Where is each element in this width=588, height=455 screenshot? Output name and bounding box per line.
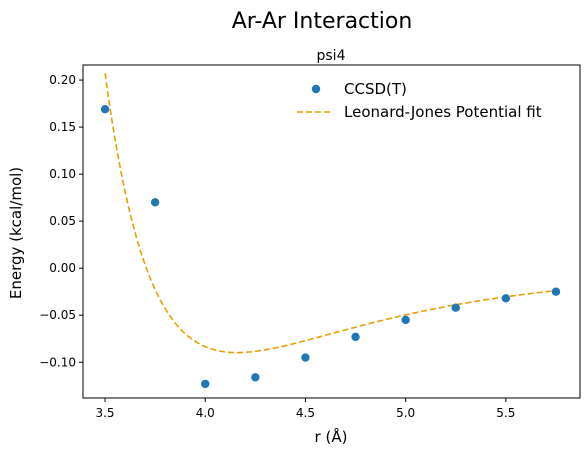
x-tick-label: 3.5: [95, 406, 114, 420]
ccsdt-data-point: [551, 287, 561, 296]
axes-frame: [82, 64, 581, 399]
ccsdt-data-point: [201, 379, 210, 389]
legend-marker-ccsdt: [311, 84, 321, 94]
lj-fit-line: [104, 73, 557, 354]
x-tick-label: 5.5: [496, 406, 515, 420]
ccsdt-data-point: [501, 294, 511, 303]
legend: CCSD(T) Leonard-Jones Potential fit: [297, 80, 542, 121]
ccsdt-data-point: [150, 198, 160, 207]
x-tick-label: 4.0: [196, 406, 215, 420]
y-tick-label: 0.00: [49, 261, 76, 275]
y-tick-label: −0.10: [39, 355, 76, 369]
x-axis-label: r (Å): [315, 427, 348, 446]
ccsdt-data-point: [301, 353, 310, 362]
y-tick-label: 0.05: [49, 214, 76, 228]
x-tick-label: 4.5: [296, 406, 315, 420]
y-tick-label: 0.10: [49, 167, 76, 181]
y-tick-label: 0.15: [49, 120, 76, 134]
plot-area: 3.5 4.0 4.5 5.0 5.5 0.20 0.15 0.10 0.05 0.00 −0.05…: [39, 64, 581, 420]
legend-label-lj-fit: Leonard-Jones Potential fit: [344, 103, 542, 121]
ccsdt-data-point: [401, 315, 410, 325]
figure-title: Ar-Ar Interaction: [232, 9, 413, 34]
legend-label-ccsdt: CCSD(T): [344, 80, 407, 98]
y-tick-label: −0.05: [39, 308, 76, 322]
y-axis-label: Energy (kcal/mol): [7, 167, 25, 299]
x-tick-label: 5.0: [396, 406, 415, 420]
ccsdt-data-point: [251, 373, 260, 382]
axes-subtitle: psi4: [317, 48, 346, 64]
ccsdt-data-point: [351, 332, 360, 342]
y-tick-label: 0.20: [49, 73, 76, 87]
ccsdt-data-point: [100, 105, 110, 114]
ccsdt-data-point: [451, 303, 460, 312]
